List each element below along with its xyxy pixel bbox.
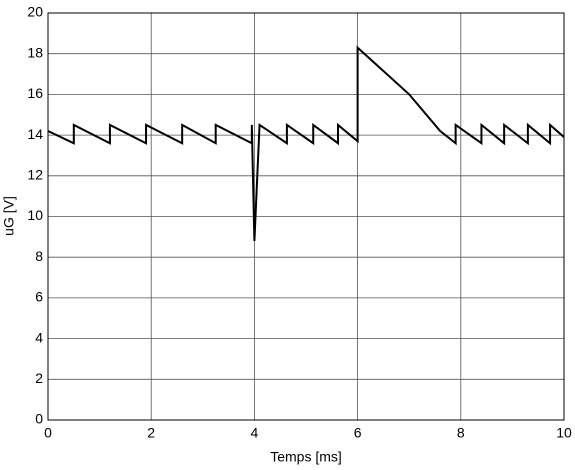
y-tick-label: 14 [27,126,43,142]
y-axis-label: uG [V] [1,196,17,236]
y-tick-label: 8 [35,248,43,264]
y-tick-label: 10 [27,207,43,223]
plot-frame [47,12,565,421]
data-line [47,45,565,241]
x-tick-label: 4 [251,425,259,441]
x-tick-label: 2 [147,425,155,441]
y-tick-label: 0 [35,411,43,427]
x-tick-label: 8 [457,425,465,441]
y-tick-label: 2 [35,370,43,386]
x-tick-label: 10 [556,425,572,441]
y-tick-label: 16 [27,85,43,101]
x-tick-label: 6 [354,425,362,441]
y-tick-label: 12 [27,167,43,183]
y-tick-label: 6 [35,289,43,305]
y-tick-label: 20 [27,4,43,20]
y-tick-label: 4 [35,329,43,345]
x-axis-label: Temps [ms] [270,449,342,465]
y-tick-label: 18 [27,44,43,60]
x-tick-label: 0 [44,425,52,441]
